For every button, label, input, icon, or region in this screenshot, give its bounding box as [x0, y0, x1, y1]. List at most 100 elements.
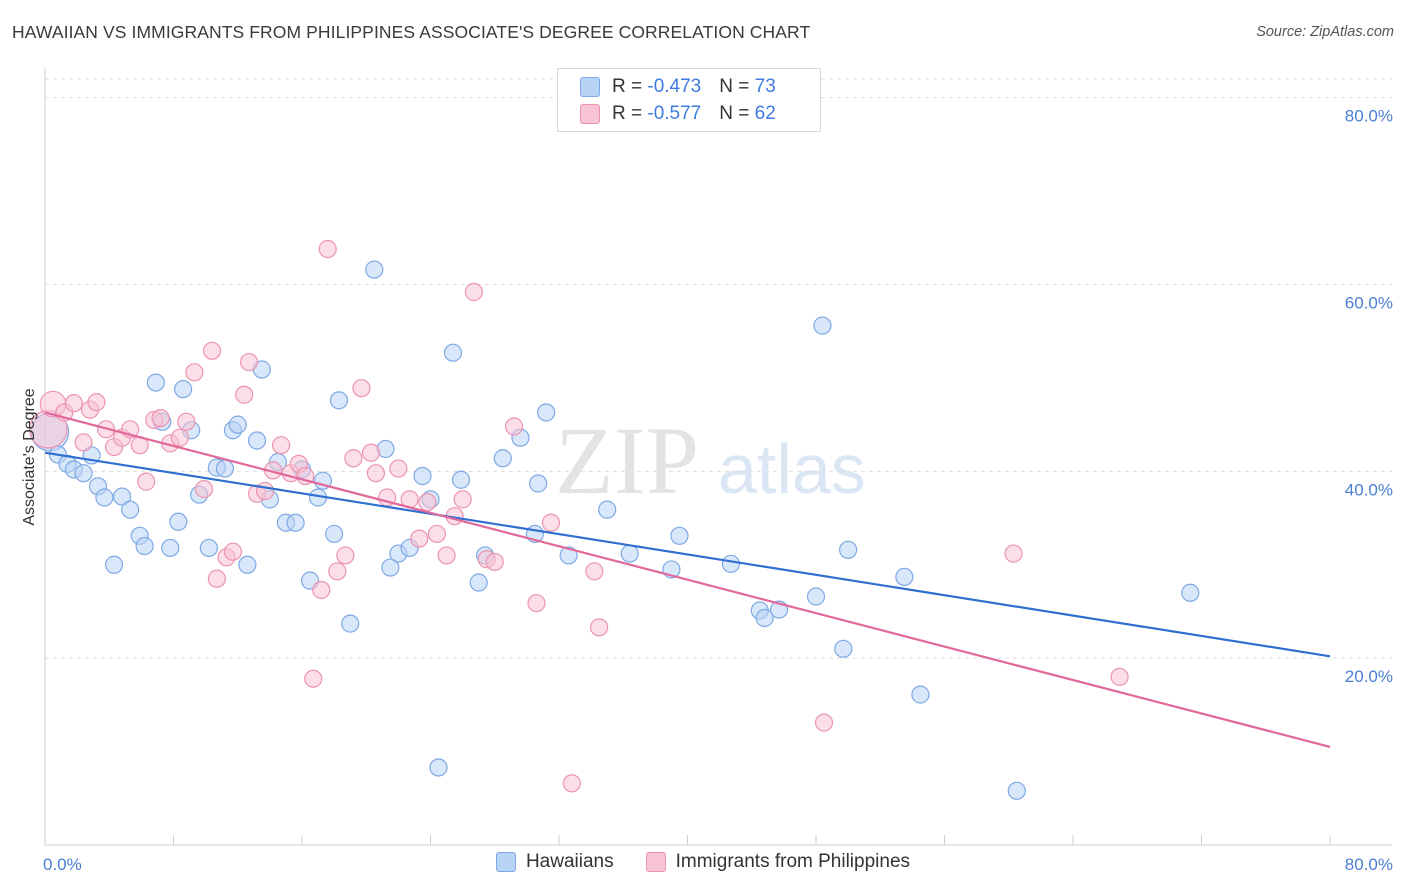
- data-point: [255, 481, 275, 501]
- data-point: [493, 449, 512, 468]
- x-axis-ticks: [44, 835, 1331, 845]
- data-point: [839, 540, 858, 559]
- data-point: [453, 490, 472, 509]
- data-point: [585, 562, 604, 581]
- data-point: [381, 558, 400, 577]
- data-point: [806, 587, 826, 606]
- data-point: [185, 363, 204, 382]
- legend-swatch-pink: [645, 852, 666, 872]
- data-point: [318, 239, 337, 259]
- n-value: 62: [754, 103, 776, 124]
- axes: [44, 68, 1392, 846]
- legend-swatch-blue: [580, 77, 600, 97]
- legend-label: Immigrants from Philippines: [675, 851, 911, 872]
- data-point: [464, 282, 483, 302]
- n-value: 73: [754, 76, 776, 97]
- y-tick-label: 20.0%: [1345, 667, 1393, 686]
- data-point: [304, 669, 323, 688]
- data-point: [151, 408, 170, 428]
- legend-item-hawaiians[interactable]: Hawaiians: [495, 851, 614, 873]
- legend-label: Hawaiians: [525, 851, 614, 872]
- data-point: [87, 393, 106, 412]
- data-point: [413, 466, 432, 486]
- data-point: [1004, 544, 1023, 563]
- data-point: [911, 685, 930, 704]
- data-point: [418, 493, 437, 512]
- series-philippines: [28, 239, 1129, 793]
- r-label: R =: [612, 76, 648, 97]
- data-point: [202, 341, 222, 360]
- data-point: [64, 394, 84, 413]
- trend-line-philippines: [44, 411, 1331, 748]
- data-point: [813, 316, 832, 335]
- data-point: [361, 443, 381, 462]
- data-point: [341, 614, 360, 633]
- data-point: [161, 538, 180, 558]
- stats-legend-row-philippines: R = -0.577 N = 62: [580, 102, 776, 126]
- watermark: ZIP atlas: [555, 407, 866, 514]
- data-point: [177, 412, 196, 431]
- data-point: [562, 774, 581, 793]
- x-tick-label-min: 0.0%: [43, 855, 82, 874]
- data-point: [721, 554, 740, 573]
- data-point: [328, 562, 347, 581]
- series-legend: Hawaiians Immigrants from Philippines: [0, 851, 1406, 873]
- data-point: [590, 618, 609, 637]
- data-point: [235, 385, 254, 404]
- data-point: [223, 542, 243, 561]
- y-tick-label: 40.0%: [1345, 480, 1393, 499]
- y-tick-label: 80.0%: [1345, 107, 1393, 126]
- data-point: [1007, 781, 1026, 800]
- data-point: [194, 479, 214, 499]
- data-point: [137, 472, 156, 491]
- data-point: [410, 529, 429, 548]
- r-label: R =: [612, 103, 648, 124]
- data-point: [344, 449, 363, 468]
- data-point: [755, 608, 774, 628]
- data-point: [215, 459, 234, 478]
- data-point: [527, 593, 546, 613]
- data-point: [112, 487, 132, 506]
- data-point: [352, 379, 371, 398]
- data-point: [559, 546, 578, 565]
- data-point: [1181, 583, 1200, 602]
- y-tick-label: 60.0%: [1345, 294, 1393, 313]
- data-point: [336, 546, 355, 565]
- data-point: [74, 433, 93, 452]
- data-point: [170, 428, 190, 447]
- data-point: [814, 713, 834, 732]
- chart-title: HAWAIIAN VS IMMIGRANTS FROM PHILIPPINES …: [12, 22, 811, 42]
- data-point: [529, 474, 548, 493]
- data-point: [238, 555, 257, 574]
- data-point: [895, 567, 914, 587]
- data-point: [312, 580, 331, 600]
- data-point: [247, 431, 267, 450]
- trend-lines: [44, 411, 1331, 748]
- trend-line-hawaiians: [44, 451, 1331, 658]
- x-tick-label-max: 80.0%: [1345, 855, 1393, 874]
- data-point: [329, 391, 349, 410]
- data-point: [541, 513, 561, 532]
- stats-legend-row-hawaiians: R = -0.473 N = 73: [580, 75, 776, 99]
- watermark-zip: ZIP: [555, 407, 699, 514]
- data-point: [469, 573, 488, 592]
- y-tick-labels: 20.0% 40.0% 60.0% 80.0%: [1345, 107, 1393, 686]
- data-point: [451, 470, 471, 489]
- data-point: [104, 555, 124, 574]
- data-point: [427, 524, 447, 544]
- data-point: [437, 546, 456, 565]
- legend-swatch-blue: [495, 852, 516, 872]
- legend-item-philippines[interactable]: Immigrants from Philippines: [645, 851, 911, 873]
- data-point: [670, 526, 689, 545]
- legend-swatch-pink: [580, 104, 600, 124]
- data-point: [325, 524, 344, 544]
- data-point: [146, 373, 165, 392]
- data-point: [272, 436, 291, 455]
- n-label: N =: [719, 103, 755, 124]
- data-point: [537, 403, 556, 422]
- stats-legend: R = -0.473 N = 73 R = -0.577 N = 62: [557, 68, 821, 132]
- data-point: [286, 513, 305, 532]
- data-point: [74, 464, 93, 483]
- r-value: -0.577: [647, 103, 702, 124]
- data-point: [239, 352, 259, 372]
